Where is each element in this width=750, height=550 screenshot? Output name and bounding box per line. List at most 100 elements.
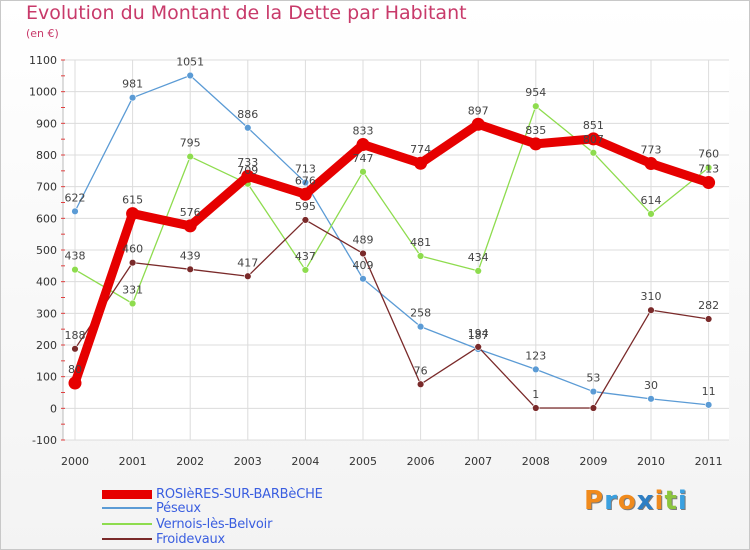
y-tick-label: 1000 (29, 86, 57, 99)
value-label-2: 760 (698, 148, 719, 161)
value-label-3: 1 (532, 388, 539, 401)
data-point-3 (704, 315, 713, 323)
value-label-1: 53 (586, 372, 600, 385)
value-label-1: 622 (65, 191, 86, 204)
x-tick-label: 2005 (349, 455, 377, 468)
data-point-0 (529, 137, 543, 151)
value-label-3: 439 (180, 249, 201, 262)
chart-subtitle: (en €) (26, 27, 59, 40)
logo-letter: t (664, 486, 678, 516)
legend-item-froidevaux: Froidevaux (102, 531, 225, 547)
data-point-2 (71, 265, 79, 274)
legend-item-vernois: Vernois-lès-Belvoir (102, 516, 272, 532)
chart-title: Evolution du Montant de la Dette par Hab… (26, 2, 467, 24)
series-line-0 (70, 119, 714, 388)
data-point-1 (647, 395, 655, 403)
x-tick-label: 2011 (695, 455, 723, 468)
value-label-1: 713 (295, 163, 316, 176)
y-tick-label: 0 (50, 402, 57, 415)
value-label-3: 194 (468, 327, 489, 340)
value-label-0: 733 (237, 156, 258, 169)
value-label-3: 188 (65, 329, 86, 342)
legend-item-rosieres: ROSIèRES-SUR-BARBèCHE (102, 486, 323, 502)
data-point-1 (359, 275, 367, 283)
data-point-0 (183, 219, 197, 233)
data-point-2 (647, 210, 655, 218)
y-tick-label: 300 (36, 307, 57, 320)
data-point-1 (128, 93, 137, 102)
value-label-0: 851 (583, 119, 604, 132)
x-tick-label: 2003 (234, 455, 262, 468)
logo-letter: P (584, 486, 605, 516)
value-label-3: 460 (122, 243, 143, 256)
y-tick-label: 500 (36, 244, 57, 257)
data-point-3 (532, 404, 540, 412)
data-point-1 (589, 387, 598, 396)
data-point-1 (532, 365, 540, 374)
data-point-2 (186, 152, 194, 161)
data-point-2 (589, 149, 598, 157)
data-point-1 (704, 401, 713, 409)
value-label-3: 282 (698, 299, 719, 312)
value-label-1: 11 (702, 385, 716, 398)
y-tick-label: 200 (36, 339, 57, 352)
data-point-0 (471, 117, 485, 131)
data-point-3 (647, 306, 655, 314)
x-tick-label: 2007 (464, 455, 492, 468)
data-point-0 (702, 176, 716, 190)
x-tick-label: 2000 (61, 455, 89, 468)
value-label-1: 258 (410, 307, 431, 320)
value-label-2: 614 (641, 194, 662, 207)
data-point-2 (532, 102, 540, 110)
legend-swatch-vernois (102, 523, 152, 525)
value-label-0: 774 (410, 143, 431, 156)
value-label-2: 434 (468, 251, 489, 264)
data-point-3 (301, 216, 310, 224)
value-label-0: 615 (122, 194, 143, 207)
value-label-0: 576 (180, 206, 201, 219)
value-label-3: 417 (237, 256, 258, 269)
y-tick-label: 900 (36, 117, 57, 130)
data-point-1 (71, 207, 79, 216)
data-point-1 (416, 322, 425, 331)
value-label-1: 1051 (176, 56, 204, 69)
value-label-3: 310 (641, 290, 662, 303)
value-label-1: 981 (122, 78, 143, 91)
proxiti-logo: Proxiti (584, 486, 688, 516)
value-label-2: 747 (353, 152, 374, 165)
legend-label-froidevaux: Froidevaux (156, 531, 225, 547)
data-point-3 (589, 404, 598, 412)
data-point-3 (186, 265, 194, 274)
y-tick-label: 600 (36, 212, 57, 225)
value-label-2: 437 (295, 250, 316, 263)
value-label-2: 795 (180, 137, 201, 150)
data-point-0 (298, 187, 312, 201)
data-point-0 (68, 376, 82, 390)
legend-item-peseux: Péseux (102, 500, 201, 516)
value-label-2: 438 (65, 250, 86, 263)
data-point-1 (301, 178, 310, 187)
logo-letter: i (654, 486, 665, 516)
y-tick-label: 1100 (29, 54, 57, 67)
data-point-0 (644, 157, 658, 171)
data-point-0 (414, 156, 428, 170)
x-tick-label: 2001 (119, 455, 147, 468)
data-point-3 (416, 380, 425, 388)
value-label-3: 595 (295, 200, 316, 213)
x-tick-label: 2010 (637, 455, 665, 468)
data-point-2 (474, 267, 482, 275)
data-point-3 (71, 345, 79, 353)
logo-letter: i (677, 486, 688, 516)
value-label-0: 713 (698, 163, 719, 176)
value-label-2: 709 (237, 164, 258, 177)
data-point-0 (126, 207, 140, 221)
data-point-2 (359, 168, 367, 176)
value-label-0: 80 (68, 363, 82, 376)
data-point-2 (301, 266, 310, 274)
value-label-0: 835 (525, 124, 546, 137)
value-label-2: 954 (525, 86, 546, 99)
y-tick-label: 400 (36, 276, 57, 289)
series-line-3 (74, 219, 710, 409)
value-label-3: 489 (353, 233, 374, 246)
